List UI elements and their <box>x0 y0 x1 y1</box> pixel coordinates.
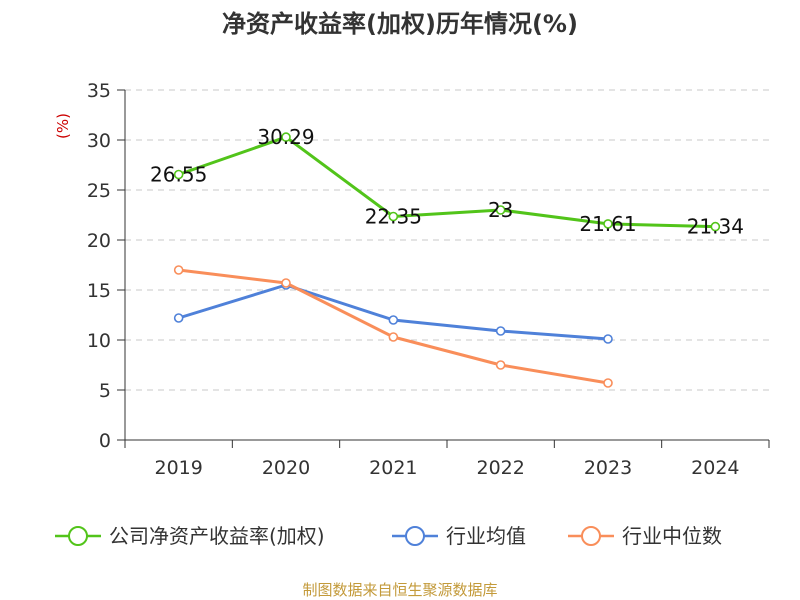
y-tick-label: 30 <box>87 130 111 152</box>
legend-label: 行业中位数 <box>622 524 722 548</box>
y-axis-label: (%) <box>54 113 72 139</box>
data-point <box>710 221 721 232</box>
data-point <box>173 313 184 323</box>
y-tick-label: 20 <box>87 230 111 252</box>
data-point <box>495 360 506 370</box>
data-label: 21.34 <box>687 215 744 239</box>
x-tick-label: 2022 <box>476 457 524 479</box>
grid-lines <box>125 89 769 391</box>
data-point <box>603 334 613 344</box>
x-tick-label: 2021 <box>369 457 417 479</box>
y-tick-label: 10 <box>87 330 111 352</box>
x-tick-label: 2023 <box>584 457 632 479</box>
data-point <box>281 278 291 288</box>
data-point <box>281 132 291 142</box>
legend-marker <box>68 526 88 546</box>
data-labels: 26.55 30.29 22.35 23 21.61 21.34 <box>150 125 744 239</box>
series-0 <box>173 132 721 232</box>
y-tick-label: 25 <box>87 180 111 202</box>
y-tick-label: 5 <box>99 380 111 402</box>
data-point <box>495 326 506 336</box>
chart-title: 净资产收益率(加权)历年情况(%) <box>222 10 578 38</box>
data-label: 26.55 <box>150 163 207 187</box>
data-label: 23 <box>488 198 513 222</box>
legend-label: 行业均值 <box>446 524 526 548</box>
x-tick-label: 2019 <box>154 457 202 479</box>
x-tick-label: 2020 <box>262 457 310 479</box>
data-label: 21.61 <box>579 212 636 236</box>
y-tick-label: 35 <box>87 80 111 102</box>
legend-marker <box>581 526 601 546</box>
data-point <box>603 219 613 229</box>
series-line <box>178 283 609 341</box>
data-point <box>388 315 399 325</box>
data-point <box>173 169 184 180</box>
series-2 <box>173 265 613 388</box>
y-tick-label: 0 <box>99 430 111 452</box>
legend-item: 行业中位数 <box>568 524 722 548</box>
data-point <box>388 211 399 222</box>
data-point <box>495 205 506 215</box>
x-tick-label: 2024 <box>691 457 739 479</box>
source-note: 制图数据来自恒生聚源数据库 <box>302 581 497 599</box>
legend: 公司净资产收益率(加权) 行业均值 行业中位数 <box>55 524 722 548</box>
y-tick-label: 15 <box>87 280 111 302</box>
data-point <box>173 265 184 275</box>
legend-item: 行业均值 <box>392 524 526 548</box>
data-point <box>388 332 399 342</box>
data-label: 22.35 <box>365 205 422 229</box>
legend-marker <box>405 526 425 546</box>
legend-item: 公司净资产收益率(加权) <box>55 524 325 548</box>
axes: 0 5 10 15 20 25 30 35 2019 2020 2021 2022 2023 2024 <box>87 80 770 479</box>
series-layer <box>173 132 721 388</box>
series-line <box>178 268 609 385</box>
data-label: 30.29 <box>257 125 314 149</box>
data-point <box>603 378 613 388</box>
series-line <box>178 135 716 229</box>
legend-label: 公司净资产收益率(加权) <box>109 524 325 548</box>
